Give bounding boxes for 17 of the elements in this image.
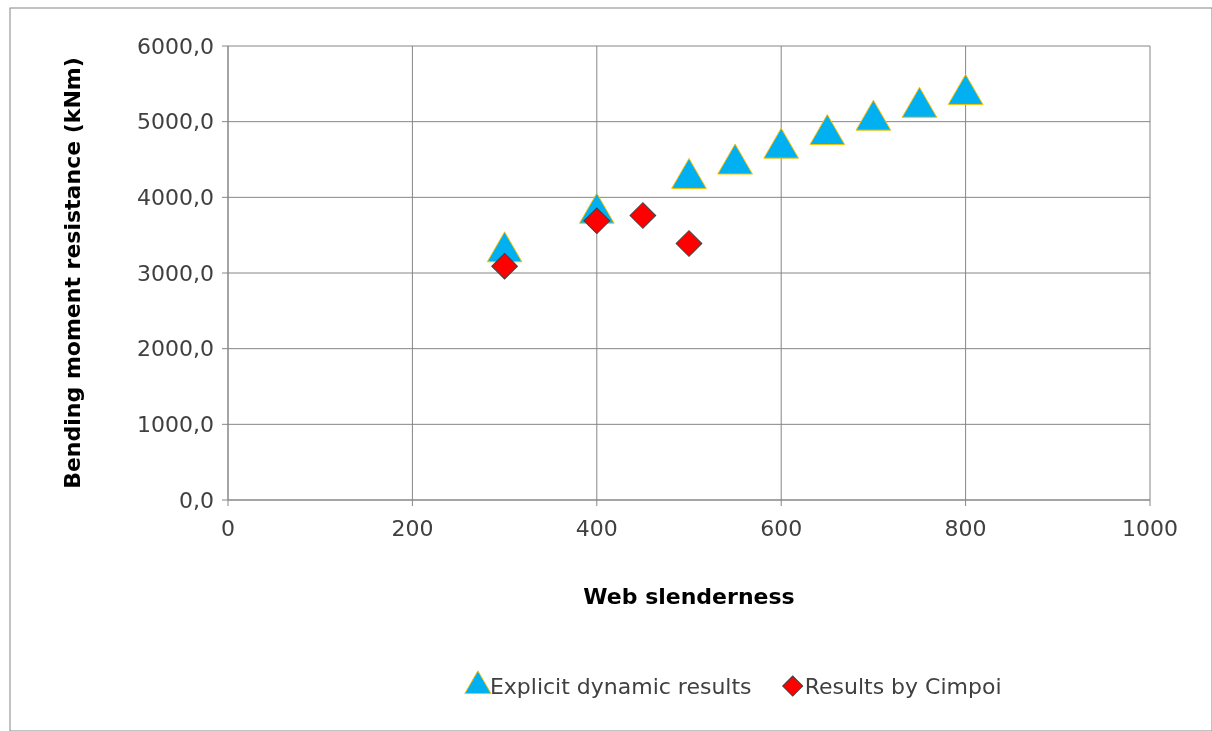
legend-label: Results by Cimpoi	[804, 673, 1002, 699]
x-tick-label: 400	[575, 516, 618, 541]
y-axis-title: Bending moment resistance (kNm)	[60, 57, 85, 489]
x-tick-label: 800	[944, 516, 987, 541]
y-tick-label: 3000,0	[137, 260, 214, 286]
x-tick-label: 1000	[1122, 516, 1178, 541]
x-axis-title: Web slenderness	[583, 584, 795, 609]
y-tick-label: 5000,0	[137, 109, 214, 135]
x-tick-label: 600	[760, 516, 803, 541]
legend-label: Explicit dynamic results	[489, 673, 752, 699]
y-tick-label: 6000,0	[137, 33, 214, 59]
x-tick-label: 200	[391, 516, 434, 541]
y-tick-label: 4000,0	[137, 185, 214, 211]
y-tick-label: 2000,0	[137, 336, 214, 362]
x-tick-label: 0	[221, 516, 235, 541]
y-tick-label: 1000,0	[137, 412, 214, 438]
y-tick-label: 0,0	[179, 487, 214, 513]
